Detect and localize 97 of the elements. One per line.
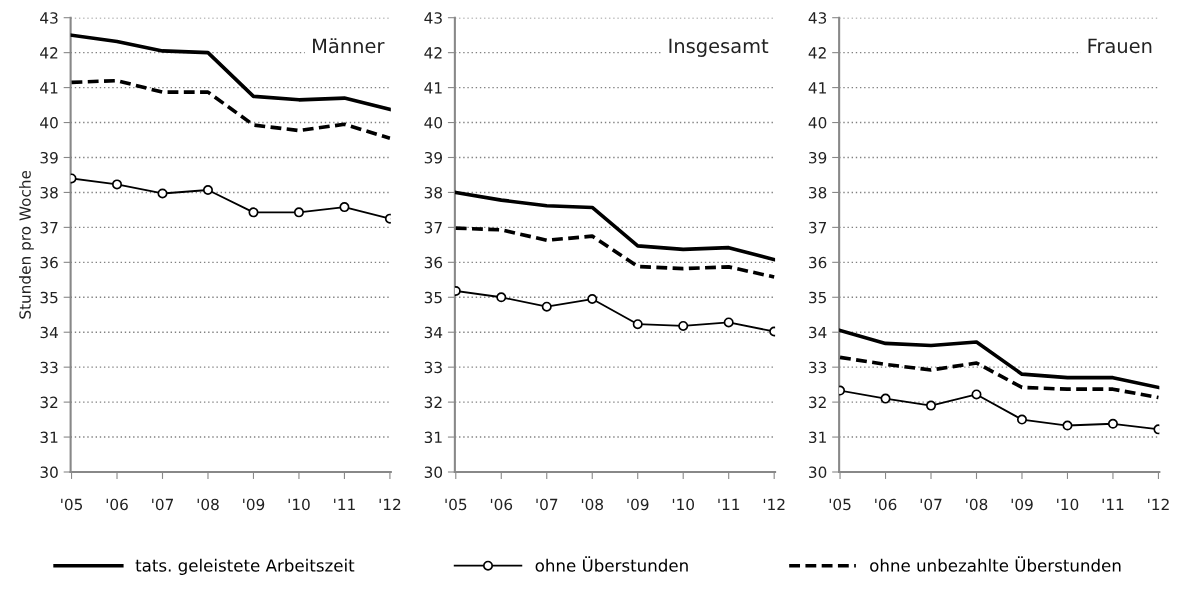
point [202,184,213,195]
x-tick-label: '10 [672,498,695,511]
y-tick-label: 36 [40,256,58,269]
y-tick-label: 34 [809,326,827,339]
x-tick-label: '05 [61,498,83,511]
y-tick-label: 39 [809,151,827,164]
point [1016,414,1027,425]
x-tick-label: '11 [718,498,740,510]
x-tick-label: '08 [197,498,219,511]
x-tick-label: '06 [490,498,513,511]
y-tick-label: 43 [424,12,442,24]
text: Insgesamt [669,38,769,57]
y-tick-label: 34 [40,326,58,339]
y-tick-label: 35 [424,291,442,304]
y-tick-label: 42 [40,47,58,59]
point [293,207,304,218]
y-tick-label: 40 [808,117,827,129]
y-tick-label: 32 [424,396,442,409]
line-series [839,328,1160,390]
x-tick-label: '07 [152,498,174,511]
y-tick-label: 37 [424,221,442,234]
y-tick-label: 30 [424,466,443,479]
y-tick-label: 34 [424,326,443,339]
y-tick-label: 37 [809,221,827,234]
x-tick-label: '06 [106,498,128,511]
y-tick-label: 30 [809,466,827,479]
y-axis-title: Stunden pro Woche [19,170,34,319]
y-tick-label: 40 [424,117,443,129]
x-tick-label: '10 [1057,498,1079,511]
line-series [70,78,391,141]
x-tick-label: '12 [1148,498,1169,510]
y-tick-label: 41 [40,82,58,94]
point [496,292,507,303]
y-tick-label: 42 [808,47,826,59]
y-tick-label: 32 [40,396,58,409]
point [248,207,259,218]
text: Frauen [1088,38,1152,54]
line-series [454,226,776,279]
y-tick-label: 38 [424,186,443,199]
y-tick-label: 43 [40,12,58,24]
y-tick-label: 39 [40,151,58,164]
line-series [70,33,391,112]
point [971,389,982,400]
x-tick-label: '09 [1011,498,1033,511]
y-tick-label: 40 [40,117,58,129]
legend-label: ohne unbezahlte Überstunden [870,556,1121,572]
point [880,393,891,404]
y-tick-label: 41 [808,82,826,94]
y-tick-label: 37 [40,221,58,234]
y-tick-label: 36 [809,256,827,269]
x-tick-label: '08 [966,498,988,511]
point [678,320,689,331]
line-series [454,190,776,262]
x-tick-label: '05 [829,498,851,511]
y-tick-label: 35 [809,291,826,304]
y-tick-label: 31 [809,431,826,444]
point [587,294,598,305]
y-tick-label: 43 [808,12,827,24]
x-tick-label: '09 [627,498,649,511]
x-tick-label: '12 [763,498,785,510]
y-tick-label: 33 [40,361,58,374]
x-tick-label: '11 [334,498,355,510]
point [541,301,552,312]
point [632,319,643,330]
y-tick-label: 38 [40,186,58,199]
x-tick-label: '07 [920,498,942,511]
y-tick-label: 38 [809,186,827,199]
y-tick-label: 33 [809,361,827,374]
y-tick-label: 36 [424,256,443,269]
legend-label: ohne Überstunden [535,556,688,572]
y-tick-label: 33 [424,361,442,374]
y-tick-label: 42 [424,47,442,59]
text: Männer [313,38,385,54]
y-tick-label: 31 [40,431,58,444]
y-tick-label: 35 [40,291,58,304]
x-tick-label: '06 [875,498,897,511]
point [339,202,350,213]
point [1107,418,1118,429]
legend-label: tats. geleistete Arbeitszeit [135,558,355,575]
y-tick-label: 31 [424,431,442,444]
y-tick-label: 32 [809,396,826,409]
x-tick-label: '07 [536,498,558,511]
x-tick-label: '05 [445,498,467,511]
x-tick-label: '08 [581,498,604,511]
point [157,188,168,199]
x-tick-label: '12 [379,498,401,510]
line-series [839,355,1160,400]
y-tick-label: 41 [424,82,442,94]
point [1062,420,1073,431]
point [723,317,734,328]
y-tick-label: 39 [424,151,442,164]
point [926,400,937,411]
x-tick-label: '10 [288,498,310,511]
x-tick-label: '09 [243,498,265,511]
y-tick-label: 30 [40,466,58,479]
point [112,179,123,190]
x-tick-label: '11 [1102,498,1124,510]
